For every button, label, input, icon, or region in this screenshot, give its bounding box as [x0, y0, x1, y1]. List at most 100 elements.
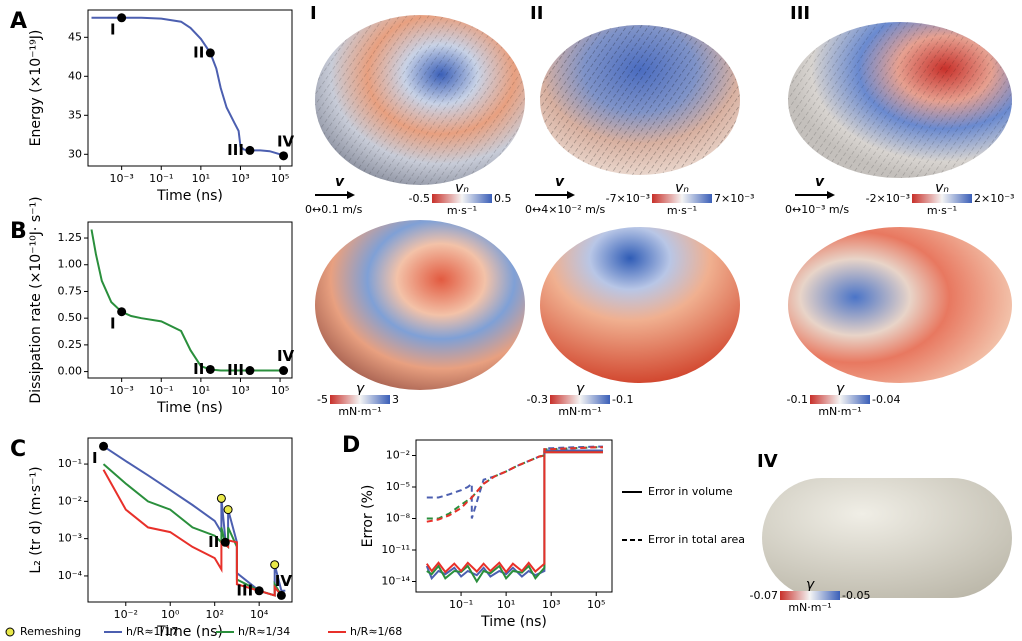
- y-tick-label: 10⁻⁵: [386, 480, 410, 493]
- shape-header: I: [310, 3, 317, 24]
- state-label: IV: [275, 572, 293, 590]
- arrow-speed: 0↔0.1 m/s: [305, 203, 363, 216]
- x-tick-label: 10²: [205, 608, 223, 621]
- x-axis-label: Time (ns): [480, 614, 547, 630]
- y-tick-label: 10⁻¹⁴: [381, 575, 410, 588]
- colorbar-symbol: vₙ: [675, 180, 689, 196]
- colorbar-unit: m·s⁻¹: [447, 204, 477, 217]
- series-group: [102, 445, 286, 597]
- series-line: [426, 445, 603, 519]
- y-tick-label: 1.25: [58, 231, 83, 244]
- colorbar-max: -0.1: [612, 393, 633, 406]
- arrow-symbol: v: [815, 174, 825, 190]
- state-label: I: [110, 20, 116, 38]
- arrow-symbol: v: [555, 174, 565, 190]
- y-tick-label: 10⁻³: [58, 532, 82, 545]
- series-line: [425, 449, 603, 581]
- state-label: II: [208, 533, 219, 551]
- x-axis-label: Time (ns): [156, 624, 223, 640]
- x-tick-label: 10¹: [497, 598, 515, 611]
- arrow-symbol: v: [335, 174, 345, 190]
- state-marker: [276, 590, 286, 600]
- state-label: IV: [277, 347, 295, 365]
- y-tick-label: 10⁻¹: [58, 457, 82, 470]
- colorbar-min: -0.1: [787, 393, 808, 406]
- colorbar: [432, 194, 492, 203]
- x-tick-label: 10⁻¹: [149, 384, 173, 397]
- colorbar-symbol: γ: [836, 381, 845, 397]
- y-tick-label: 45: [68, 30, 82, 43]
- y-axis-label: L₂ (tr d) (m·s⁻¹): [28, 466, 44, 573]
- series-group: [90, 229, 286, 372]
- series-line: [102, 463, 286, 597]
- colorbar-min: -0.3: [527, 393, 548, 406]
- remesh-point: [223, 505, 233, 515]
- legend-label: Error in volume: [648, 485, 733, 498]
- y-tick-label: 1.00: [58, 258, 83, 271]
- state-label: III: [227, 141, 244, 159]
- colorbar-min: -0.5: [409, 192, 430, 205]
- panel-letter: A: [10, 9, 27, 34]
- colorbar-min: -5: [317, 393, 328, 406]
- state-marker: [220, 537, 230, 547]
- colorbar: [810, 395, 870, 404]
- shape-image: [315, 220, 525, 390]
- colorbar-max: -0.04: [872, 393, 900, 406]
- state-marker: [279, 366, 289, 376]
- state-marker: [279, 151, 289, 161]
- series-line: [90, 229, 286, 372]
- legend-label: h/R≈1/68: [350, 625, 402, 638]
- x-tick-label: 10¹: [192, 172, 210, 185]
- legend-label: Error in total area: [648, 533, 745, 546]
- y-tick-label: 10⁻²: [386, 449, 410, 462]
- state-marker: [205, 364, 215, 374]
- colorbar-unit: mN·m⁻¹: [338, 405, 381, 418]
- state-label: III: [236, 581, 253, 599]
- x-tick-label: 10⁻¹: [149, 172, 173, 185]
- colorbar-max: 3: [392, 393, 399, 406]
- series-line: [91, 16, 286, 157]
- shape-renderings: [315, 15, 1012, 598]
- colorbar-unit: mN·m⁻¹: [558, 405, 601, 418]
- y-tick-label: 0.75: [58, 284, 83, 297]
- state-marker: [117, 307, 127, 317]
- y-tick-label: 40: [68, 69, 82, 82]
- series-line: [426, 446, 603, 523]
- series-line: [102, 469, 286, 597]
- colorbar: [780, 591, 840, 600]
- velocity-arrows: [788, 22, 1012, 178]
- state-marker: [245, 366, 255, 376]
- colorbar-max: 7×10⁻³: [714, 192, 754, 205]
- colorbar-symbol: γ: [356, 381, 365, 397]
- remesh-point: [216, 493, 226, 503]
- x-tick-label: 10³: [231, 172, 249, 185]
- x-tick-label: 10⁻³: [110, 384, 134, 397]
- x-tick-label: 10⁰: [161, 608, 180, 621]
- shape-header: IV: [757, 451, 778, 472]
- y-axis-label: Error (%): [360, 485, 376, 548]
- colorbar: [330, 395, 390, 404]
- y-tick-label: 10⁻²: [58, 494, 82, 507]
- shape-header: II: [530, 3, 543, 24]
- series-group: [425, 445, 603, 584]
- scale-arrow-head: [567, 191, 575, 199]
- state-label: IV: [277, 132, 295, 150]
- y-tick-label: 30: [68, 147, 82, 160]
- shape-image: [762, 478, 1012, 598]
- colorbar: [912, 194, 972, 203]
- colorbar-symbol: γ: [576, 381, 585, 397]
- x-tick-label: 10⁵: [271, 172, 289, 185]
- colorbar-max: -0.05: [842, 589, 870, 602]
- velocity-arrows: [540, 25, 740, 175]
- arrow-speed: 0↔4×10⁻² m/s: [525, 203, 606, 216]
- shape-header: III: [790, 3, 810, 24]
- series-group: [91, 16, 286, 157]
- scale-arrow-head: [347, 191, 355, 199]
- state-marker: [205, 48, 215, 58]
- plot-frame: [87, 221, 293, 379]
- legend-label: h/R≈1/17: [126, 625, 178, 638]
- x-tick-label: 10⁻²: [114, 608, 138, 621]
- legend-marker: [5, 627, 15, 637]
- state-label: II: [193, 43, 204, 61]
- plot-frame: [415, 439, 613, 593]
